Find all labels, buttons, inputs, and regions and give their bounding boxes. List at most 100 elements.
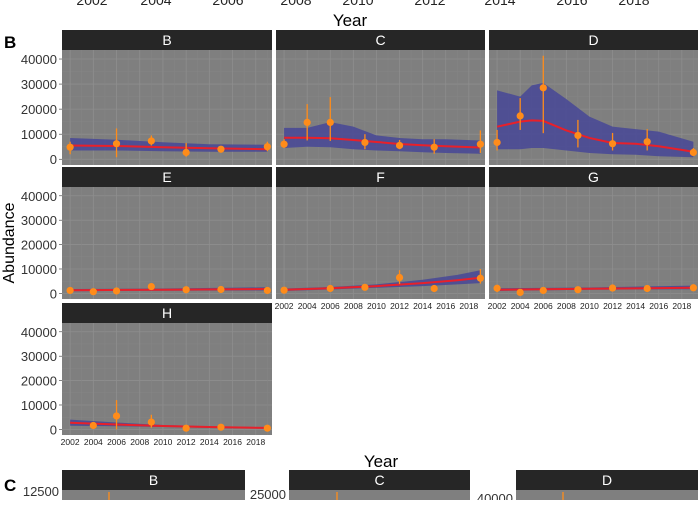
x-tick-label: 2008	[344, 301, 363, 311]
fitted-line	[284, 136, 481, 149]
facet-panels: B 0 10000 20000 30000 40000 C D E 0 10000 20000 3000…	[21, 30, 698, 447]
x-tick-label: 2010	[580, 301, 599, 311]
top-x-tick-label: 2018	[618, 0, 649, 8]
x-tick-label: 2010	[153, 437, 172, 447]
observed-point	[326, 118, 334, 127]
y-tick-label: 10000	[21, 127, 57, 142]
facet-E: E 0 10000 20000 30000 40000	[21, 167, 272, 301]
facet-H: H 0 10000 20000 30000 40000 2002 2004 2006 2008 20…	[21, 303, 272, 447]
x-tick-label: 2014	[413, 301, 432, 311]
observed-point	[476, 274, 484, 282]
observed-point	[574, 286, 582, 294]
observed-point	[217, 145, 225, 153]
panel-background	[516, 490, 698, 500]
observed-point	[112, 140, 121, 148]
x-tick-label: 2008	[130, 437, 149, 447]
facet-strip-label: B	[162, 32, 171, 48]
section-c-facet-D: D 40000	[477, 470, 698, 505]
x-tick-label: 2002	[275, 301, 294, 311]
facet-G: G 2002 2004 2006 2008 2010 2012 2014 2016 2018	[488, 167, 698, 311]
facet-D: D	[489, 30, 698, 165]
facet-strip	[62, 167, 272, 187]
section-b-label: B	[4, 33, 16, 52]
panel-background	[489, 187, 698, 299]
y-tick-label: 10000	[21, 262, 57, 277]
facet-strip	[62, 30, 272, 50]
observed-point	[66, 143, 74, 151]
top-x-tick-label: 2008	[280, 0, 311, 8]
x-tick-label: 2012	[390, 301, 409, 311]
observed-point	[147, 137, 155, 145]
section-c-x-axis-title: Year	[364, 452, 399, 471]
facet-strip	[516, 470, 698, 490]
observed-point	[147, 282, 155, 291]
x-tick-label: 2018	[459, 301, 478, 311]
x-tick-label: 2018	[246, 437, 265, 447]
observed-point	[361, 138, 369, 147]
observed-point	[689, 148, 697, 157]
x-tick-label: 2012	[603, 301, 622, 311]
y-tick-label: 40000	[21, 189, 57, 204]
panel-background	[62, 187, 272, 299]
facet-strip	[489, 30, 698, 50]
observed-point	[361, 283, 369, 291]
facet-strip	[489, 167, 698, 187]
top-x-tick-label: 2010	[342, 0, 373, 8]
observed-point	[430, 284, 438, 293]
top-x-tick-labels: 2002 2004 2006 2008 2010 2012 2014 2016 2018	[76, 0, 649, 8]
x-tick-label: 2006	[321, 301, 340, 311]
fitted-line	[284, 276, 481, 291]
x-tick-label: 2002	[61, 437, 80, 447]
observed-point	[574, 131, 582, 140]
facet-strip-label: D	[602, 472, 612, 488]
observed-point	[643, 138, 651, 146]
y-axis-title: Abundance	[1, 202, 18, 283]
observed-point	[217, 423, 225, 431]
top-x-tick-label: 2016	[556, 0, 587, 8]
x-tick-label: 2004	[84, 437, 103, 447]
x-tick-label: 2016	[436, 301, 455, 311]
y-tick-label: 25000	[250, 487, 286, 500]
y-tick-label: 30000	[21, 349, 57, 364]
observed-point	[608, 284, 617, 292]
fitted-line	[70, 287, 268, 292]
section-c-label: C	[4, 476, 16, 495]
x-tick-label: 2006	[534, 301, 553, 311]
y-tick-label: 20000	[21, 102, 57, 117]
fitted-line	[70, 421, 268, 429]
observed-point	[263, 424, 271, 432]
x-tick-label: 2010	[367, 301, 386, 311]
top-x-tick-label: 2012	[414, 0, 445, 8]
facet-strip	[289, 470, 470, 490]
observed-point	[263, 143, 271, 151]
y-tick-label: 40000	[477, 491, 513, 500]
facet-strip-label: H	[162, 305, 172, 321]
x-tick-label: 2004	[298, 301, 317, 311]
y-tick-label: 30000	[21, 77, 57, 92]
x-tick-label: 2018	[672, 301, 691, 311]
observed-point	[643, 284, 651, 293]
top-x-tick-label: 2004	[140, 0, 171, 8]
y-tick-label: 30000	[21, 213, 57, 228]
y-tick-label: 12500	[23, 484, 59, 499]
observed-point	[689, 284, 697, 292]
x-tick-label: 2012	[177, 437, 196, 447]
top-x-tick-label: 2006	[212, 0, 243, 8]
y-tick-label: 0	[50, 422, 57, 437]
facet-strip-label: C	[375, 32, 385, 48]
fitted-line	[70, 144, 268, 151]
panel-background	[62, 490, 245, 500]
facet-strip	[276, 30, 485, 50]
observed-point	[217, 285, 225, 294]
observed-point	[608, 140, 617, 148]
observed-point	[395, 141, 404, 150]
facet-C: C	[276, 30, 485, 165]
top-x-tick-label: 2002	[76, 0, 107, 8]
observed-point	[147, 418, 155, 426]
x-tick-label: 2006	[107, 437, 126, 447]
observed-point	[263, 286, 271, 295]
observed-point	[476, 140, 484, 148]
observed-point	[395, 273, 404, 282]
top-x-axis-title: Year	[333, 11, 368, 30]
